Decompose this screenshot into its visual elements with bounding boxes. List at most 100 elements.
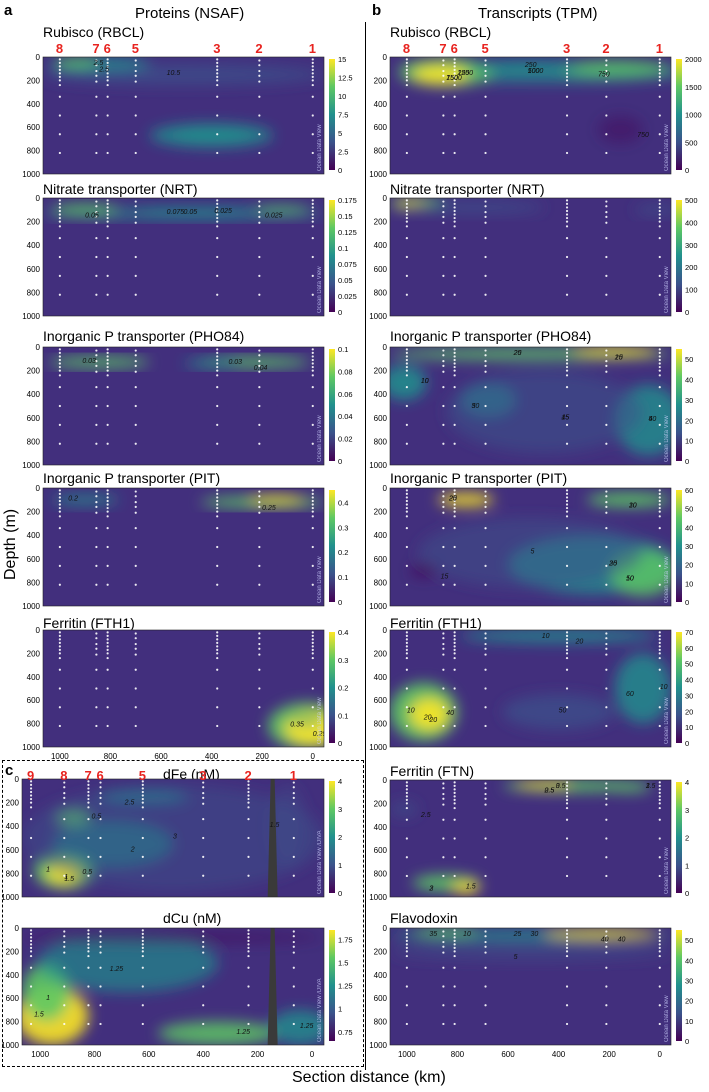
heatmap-b2: Ocean Data View0200400600800100050040030… xyxy=(369,194,697,321)
sample-dot xyxy=(311,527,314,530)
sample-dot xyxy=(405,355,408,358)
sample-dot xyxy=(134,423,137,426)
sample-dot xyxy=(484,151,487,155)
sample-dot xyxy=(141,836,144,840)
sample-dot xyxy=(565,638,569,641)
sample-dot xyxy=(442,856,445,859)
colorbar-tick-label: 10 xyxy=(685,1017,693,1026)
sample-dot xyxy=(141,790,144,794)
contour-label: 1250 xyxy=(457,70,473,77)
sample-dot xyxy=(442,69,445,73)
sample-dot xyxy=(258,114,261,117)
sample-dot xyxy=(63,781,66,784)
sample-dot xyxy=(258,564,261,567)
colorbar xyxy=(329,349,335,461)
sample-dot xyxy=(605,930,608,933)
sample-dot xyxy=(292,855,295,858)
sample-dot xyxy=(258,637,261,640)
sample-dot xyxy=(405,237,408,240)
sample-dot xyxy=(405,216,408,220)
sample-dot xyxy=(258,647,261,650)
sample-dot xyxy=(565,856,569,859)
sample-dot xyxy=(63,930,66,933)
sample-dot xyxy=(58,365,61,369)
sample-dot xyxy=(565,668,569,671)
sample-dot xyxy=(58,293,61,296)
sample-dot xyxy=(442,95,445,98)
sample-dot xyxy=(134,74,137,77)
sample-dot xyxy=(565,724,569,728)
column-title-proteins: Proteins (NSAF) xyxy=(135,5,245,22)
sample-dot xyxy=(311,404,314,408)
sample-dot xyxy=(95,668,98,671)
sample-dot xyxy=(58,499,61,503)
sample-dot xyxy=(658,631,661,634)
y-tick-label: 1000 xyxy=(22,461,40,470)
sample-dot xyxy=(95,653,98,656)
sample-dot xyxy=(605,442,608,445)
sample-dot xyxy=(258,706,261,709)
sample-dot xyxy=(311,206,314,209)
sample-dot xyxy=(95,69,98,73)
sample-dot xyxy=(565,1004,569,1007)
sample-dot xyxy=(605,687,608,690)
sample-dot xyxy=(58,362,61,365)
sample-dot xyxy=(405,492,408,495)
heatmap-patch xyxy=(418,517,643,589)
sample-dot xyxy=(134,59,137,62)
sample-dot xyxy=(565,489,569,492)
y-tick-label: 400 xyxy=(27,531,41,540)
sample-dot xyxy=(605,647,608,650)
sample-dot xyxy=(247,783,250,786)
sample-dot xyxy=(29,946,33,949)
contour-label: 1.25 xyxy=(300,1023,314,1030)
sample-dot xyxy=(605,653,608,656)
sample-dot xyxy=(99,935,102,938)
sample-dot xyxy=(442,205,445,208)
sample-dot xyxy=(106,706,109,709)
sample-dot xyxy=(202,985,205,988)
sample-dot xyxy=(658,492,661,495)
sample-dot xyxy=(87,1022,90,1026)
sample-dot xyxy=(565,75,569,78)
heatmap-shade xyxy=(390,198,671,316)
colorbar-tick-label: 0 xyxy=(338,457,342,466)
sample-dot xyxy=(106,202,109,205)
sample-dot xyxy=(95,370,98,373)
sample-dot xyxy=(453,943,456,946)
colorbar-tick-label: 0.1 xyxy=(338,711,348,720)
sample-dot xyxy=(258,442,261,445)
sample-dot xyxy=(484,668,487,671)
colorbar-tick-label: 1 xyxy=(685,861,689,870)
sample-dot xyxy=(134,64,137,67)
sample-dot xyxy=(106,638,109,641)
station-label: 6 xyxy=(96,768,104,783)
x-tick-label: 1000 xyxy=(31,1050,49,1059)
contour-label: 30 xyxy=(629,503,637,510)
sample-dot xyxy=(29,950,33,953)
sample-dot xyxy=(106,220,109,223)
sample-dot xyxy=(565,936,569,939)
colorbar-tick-label: 1 xyxy=(338,861,342,870)
sample-dot xyxy=(658,386,661,389)
sample-dot xyxy=(311,348,314,351)
sample-dot xyxy=(605,59,608,62)
sample-dot xyxy=(216,79,219,82)
sample-dot xyxy=(405,61,408,64)
y-tick-label: 600 xyxy=(374,265,388,274)
sample-dot xyxy=(134,200,137,203)
sample-dot xyxy=(95,423,98,426)
sample-dot xyxy=(565,515,569,518)
heatmap-patch xyxy=(502,694,615,730)
sample-dot xyxy=(216,209,219,213)
sample-dot xyxy=(658,954,661,958)
sample-dot xyxy=(605,505,608,508)
sample-dot xyxy=(141,939,144,942)
sample-dot xyxy=(442,706,445,709)
sample-dot xyxy=(484,724,487,728)
sample-dot xyxy=(106,724,109,728)
sample-dot xyxy=(442,293,445,296)
sample-dot xyxy=(134,386,137,389)
sample-dot xyxy=(87,806,90,809)
sample-dot xyxy=(58,634,61,637)
